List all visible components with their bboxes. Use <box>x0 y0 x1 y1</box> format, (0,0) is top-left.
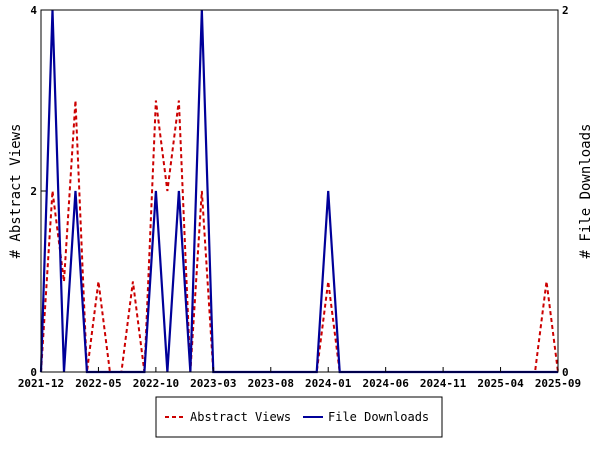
y-axis-title-right: # File Downloads <box>578 124 594 259</box>
y-tick-label-right: 0 <box>562 366 569 379</box>
series-line-abstract-views <box>40 100 559 373</box>
x-tick-label: 2025-09 <box>535 377 581 390</box>
series-layer <box>39 9 559 374</box>
x-tick-label: 2024-06 <box>362 377 409 390</box>
x-tick-label: 2021-12 <box>18 377 64 390</box>
y-tick-label-left: 0 <box>30 366 37 379</box>
series-line-file-downloads <box>39 9 558 374</box>
legend-label-file-downloads: File Downloads <box>328 410 429 424</box>
plot-frame <box>40 9 559 373</box>
y-axis-title-left: # Abstract Views <box>8 124 24 259</box>
y-tick-label-right: 2 <box>562 4 569 17</box>
x-tick-label: 2025-04 <box>477 377 524 390</box>
x-tick-label: 2023-03 <box>190 377 236 390</box>
x-tick-label: 2024-01 <box>305 377 352 390</box>
legend-label-abstract-views: Abstract Views <box>190 410 291 424</box>
ticks-layer: 2021-12 2022-05 2022-10 2023-03 2023-08 2024-… <box>18 4 581 390</box>
x-tick-label: 2022-10 <box>133 377 179 390</box>
y-tick-label-left: 4 <box>30 4 37 17</box>
legend: Abstract Views File Downloads <box>155 396 443 438</box>
x-tick-label: 2022-05 <box>75 377 121 390</box>
y-tick-label-left: 2 <box>30 185 37 198</box>
x-tick-label: 2024-11 <box>420 377 467 390</box>
x-tick-label: 2023-08 <box>248 377 294 390</box>
legend-box <box>155 396 443 438</box>
